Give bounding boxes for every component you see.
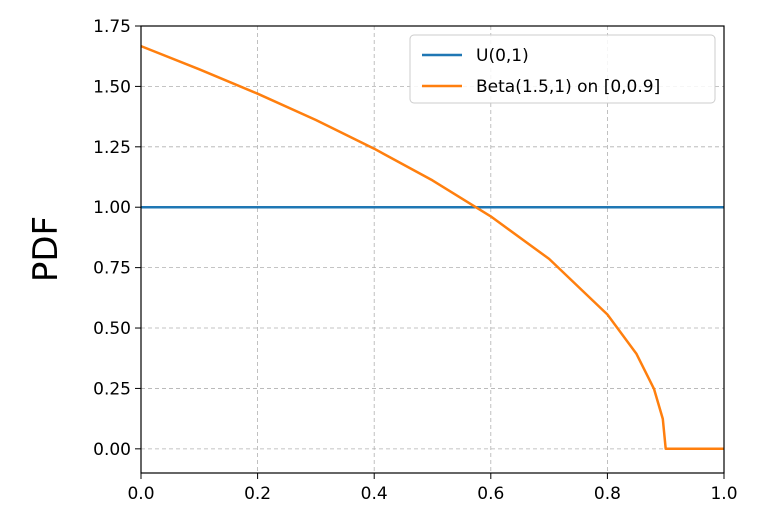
x-tick-label: 0.8 [594, 484, 621, 504]
y-axis: 0.00 0.25 0.50 0.75 1.00 1.25 1.50 1.75 [93, 17, 141, 460]
x-tick-label: 0.2 [244, 484, 271, 504]
x-tick-label: 1.0 [710, 484, 737, 504]
y-tick-label: 1.75 [93, 17, 131, 37]
plot-frame [140, 25, 725, 474]
y-tick-label: 0.75 [93, 259, 131, 279]
x-tick-label: 0.0 [127, 484, 154, 504]
x-tick-label: 0.6 [477, 484, 504, 504]
y-tick-label: 0.25 [93, 379, 131, 399]
legend-label-beta: Beta(1.5,1) on [0,0.9] [476, 77, 660, 97]
y-tick-label: 1.25 [93, 138, 131, 158]
y-tick-label: 1.50 [93, 77, 131, 97]
legend-label-uniform: U(0,1) [476, 46, 529, 66]
y-tick-label: 0.00 [93, 440, 131, 460]
y-tick-label: 1.00 [93, 198, 131, 218]
legend: U(0,1) Beta(1.5,1) on [0,0.9] [409, 34, 716, 104]
series-line-1 [140, 44, 724, 451]
y-tick-label: 0.50 [93, 319, 131, 339]
x-axis: 0.0 0.2 0.4 0.6 0.8 1.0 [127, 473, 738, 504]
y-axis-label: PDF [26, 216, 66, 282]
series-layer [140, 44, 724, 451]
x-tick-label: 0.4 [361, 484, 388, 504]
legend-box [409, 34, 716, 104]
